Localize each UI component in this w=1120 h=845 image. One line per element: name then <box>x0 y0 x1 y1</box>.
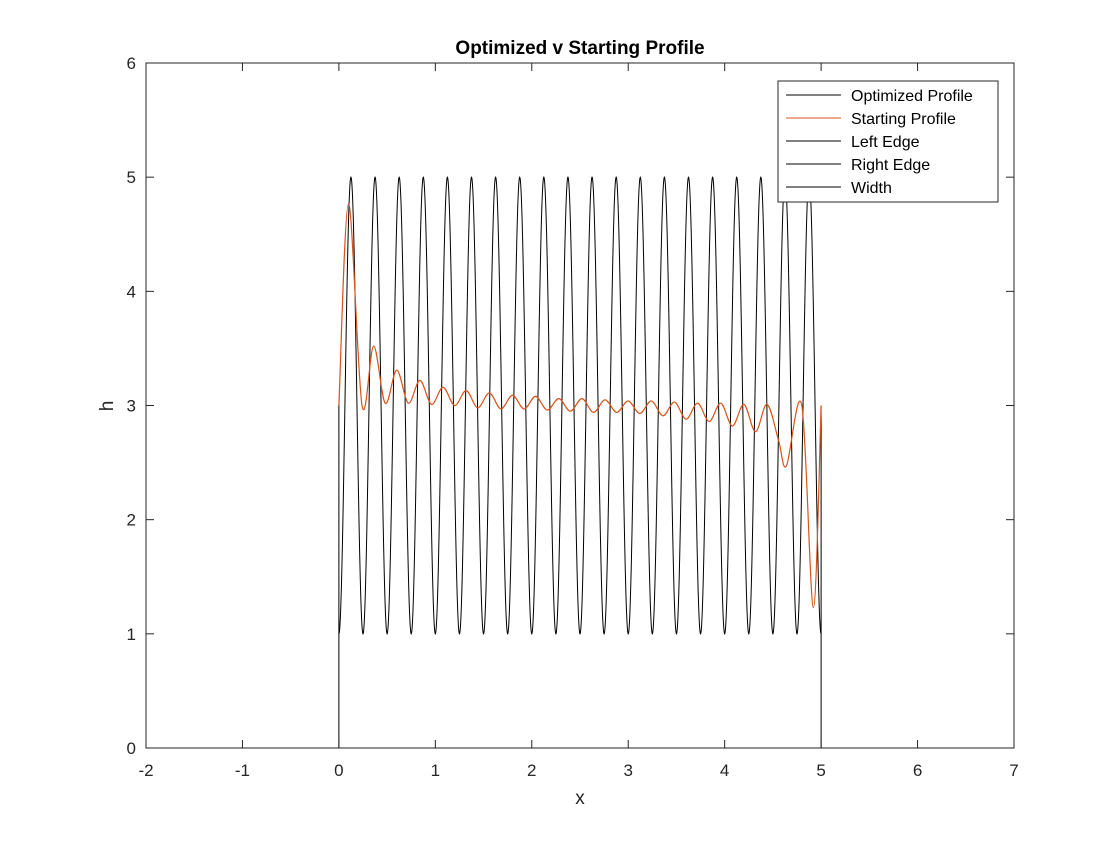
y-tick-label: 6 <box>127 54 136 73</box>
x-tick-label: 4 <box>720 761 729 780</box>
x-tick-label: 5 <box>816 761 825 780</box>
y-tick-label: 5 <box>127 168 136 187</box>
legend-label: Width <box>851 180 892 197</box>
x-tick-label: 0 <box>334 761 343 780</box>
chart-title: Optimized v Starting Profile <box>455 38 704 59</box>
legend: Optimized Profile Starting Profile Left Ed… <box>777 80 999 203</box>
legend-label: Left Edge <box>851 134 920 151</box>
y-tick-label: 1 <box>127 625 136 644</box>
x-tick-label: -1 <box>235 761 250 780</box>
y-tick-label: 2 <box>127 511 136 530</box>
legend-label: Starting Profile <box>851 111 956 128</box>
legend-label: Right Edge <box>851 157 930 174</box>
x-axis-label: x <box>575 788 585 809</box>
x-tick-label: 6 <box>913 761 922 780</box>
x-tick-label: 1 <box>431 761 440 780</box>
series-optimized-profile <box>338 176 822 635</box>
y-axis-label: h <box>97 401 118 412</box>
y-tick-label: 4 <box>127 282 136 301</box>
x-tick-label: 2 <box>527 761 536 780</box>
axes: -2 -1 0 1 2 3 4 5 6 7 0 1 2 3 4 5 6 <box>127 54 1019 780</box>
x-tick-label: 3 <box>623 761 632 780</box>
legend-label: Optimized Profile <box>851 88 973 105</box>
x-tick-label: -2 <box>138 761 153 780</box>
x-tick-label: 7 <box>1009 761 1018 780</box>
y-tick-label: 3 <box>127 397 136 416</box>
series-starting-profile <box>338 202 822 609</box>
plot-area <box>338 176 822 749</box>
y-tick-label: 0 <box>127 739 136 758</box>
